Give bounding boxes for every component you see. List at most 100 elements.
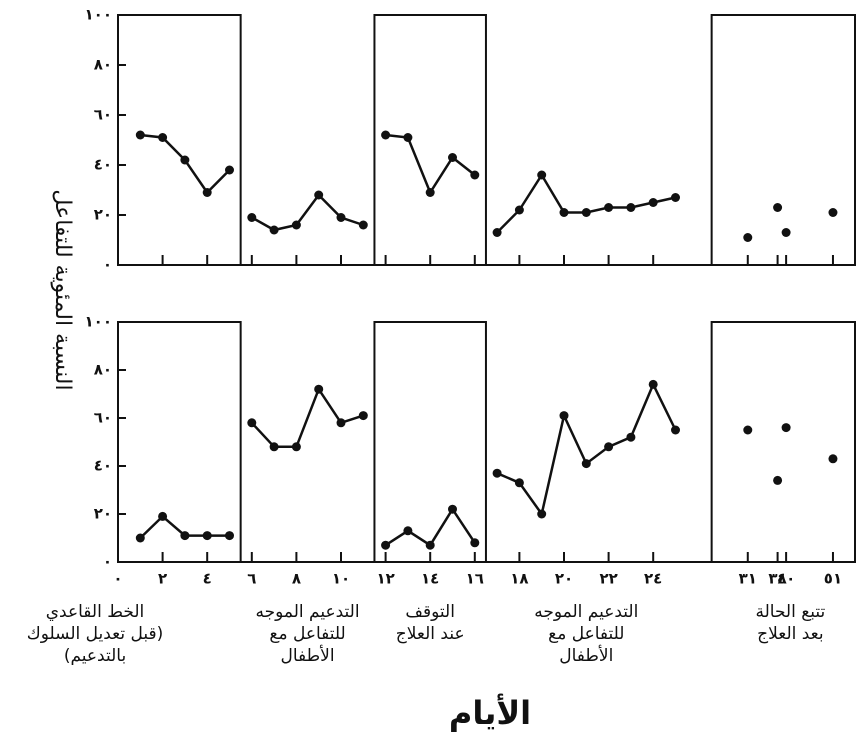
data-point	[581, 459, 591, 469]
y-tick-label: ٤٠	[94, 156, 112, 174]
data-point	[537, 509, 547, 519]
data-point	[781, 228, 791, 237]
y-axis-label: النسبة المئوية للتفاعل	[50, 189, 75, 390]
data-point	[671, 193, 680, 202]
phase-label: الخط القاعدي	[46, 602, 144, 622]
data-point	[247, 213, 257, 222]
data-point	[581, 208, 591, 217]
data-point	[648, 198, 658, 207]
data-point	[492, 468, 502, 478]
data-point	[470, 170, 480, 180]
phase-box	[710, 14, 857, 266]
data-point	[781, 423, 791, 433]
data-point	[358, 411, 368, 421]
y-tick-label: ٠	[103, 256, 112, 274]
data-point	[537, 170, 547, 180]
data-point	[381, 540, 391, 550]
data-point	[225, 531, 234, 541]
series-line	[250, 386, 364, 449]
series-line	[496, 381, 677, 517]
x-tick-label: ٣٨	[768, 570, 786, 588]
phase-label: (قبل تعديل السلوك	[27, 624, 164, 644]
x-tick-label: ٥١	[824, 570, 842, 588]
data-point	[225, 165, 234, 175]
data-point	[202, 188, 212, 197]
series-line	[385, 133, 476, 196]
y-tick-label: ٠	[103, 553, 112, 571]
data-point	[671, 425, 680, 435]
y-tick-label: ٢٠	[94, 505, 112, 523]
series-line	[496, 172, 676, 234]
phase-box	[117, 14, 242, 266]
phase-label: الأطفال	[559, 645, 613, 666]
data-point	[470, 538, 480, 548]
data-point	[135, 533, 145, 543]
y-tick-label: ٨٠	[94, 361, 112, 379]
y-tick-label: ٢٠	[94, 206, 112, 224]
data-point	[743, 233, 753, 242]
data-point	[514, 205, 524, 215]
y-tick-label: ٤٠	[94, 457, 112, 475]
x-tick-label: ٠	[113, 570, 122, 588]
data-point	[425, 540, 435, 550]
data-point	[403, 133, 413, 142]
data-point	[336, 213, 346, 222]
data-point	[358, 220, 368, 230]
y-tick-label: ١٠٠	[85, 6, 112, 24]
data-point	[135, 130, 145, 140]
data-point	[828, 454, 838, 464]
data-point	[448, 153, 457, 162]
data-point	[604, 442, 614, 452]
data-point	[559, 411, 569, 421]
data-point	[314, 384, 324, 394]
data-point	[314, 190, 324, 200]
x-tick-label: ٣١	[739, 570, 757, 588]
x-tick-label: ٢٠	[555, 570, 573, 588]
x-tick-label: ٤	[203, 570, 212, 588]
phase-label: للتفاعل مع	[269, 624, 345, 644]
x-tick-label: ١٨	[510, 570, 528, 588]
phase-box	[117, 321, 242, 563]
data-point	[448, 504, 457, 514]
data-point	[492, 228, 502, 237]
data-point	[381, 130, 391, 140]
data-point	[773, 475, 783, 485]
phase-label: للتفاعل مع	[548, 624, 624, 644]
data-point	[180, 155, 190, 165]
phase-label: تتبع الحالة	[755, 602, 825, 622]
data-point	[773, 203, 783, 212]
data-point	[648, 379, 658, 389]
phase-box	[710, 321, 857, 563]
x-tick-label: ٢٤	[644, 570, 662, 588]
data-point	[247, 418, 257, 428]
data-point	[269, 442, 279, 452]
x-axis-label: الأيام	[449, 693, 531, 732]
x-tick-label: ١٢	[376, 570, 394, 588]
x-tick-label: ٨	[292, 570, 301, 588]
phase-box	[373, 321, 487, 563]
data-point	[158, 511, 168, 521]
phase-label: التوقف	[405, 602, 455, 622]
x-tick-label: ١٤	[421, 570, 439, 588]
data-point	[180, 531, 190, 541]
data-point	[202, 531, 212, 541]
phase-box	[373, 14, 487, 266]
y-tick-label: ٦٠	[94, 106, 112, 124]
x-tick-label: ٢	[158, 570, 167, 588]
phase-label: بعد العلاج	[757, 624, 823, 644]
data-point	[743, 425, 753, 435]
x-tick-label: ٤٠	[777, 570, 795, 588]
data-point	[158, 133, 168, 142]
data-point	[828, 208, 838, 217]
data-point	[626, 203, 636, 212]
data-point	[269, 225, 279, 235]
phase-label: التدعيم الموجه	[256, 602, 360, 622]
y-tick-label: ٨٠	[94, 56, 112, 74]
data-point	[559, 208, 569, 217]
series-line	[251, 193, 364, 232]
data-point	[626, 432, 636, 442]
data-point	[514, 478, 524, 488]
series-line	[384, 506, 476, 547]
data-point	[604, 203, 614, 212]
y-tick-label: ١٠٠	[85, 313, 112, 331]
